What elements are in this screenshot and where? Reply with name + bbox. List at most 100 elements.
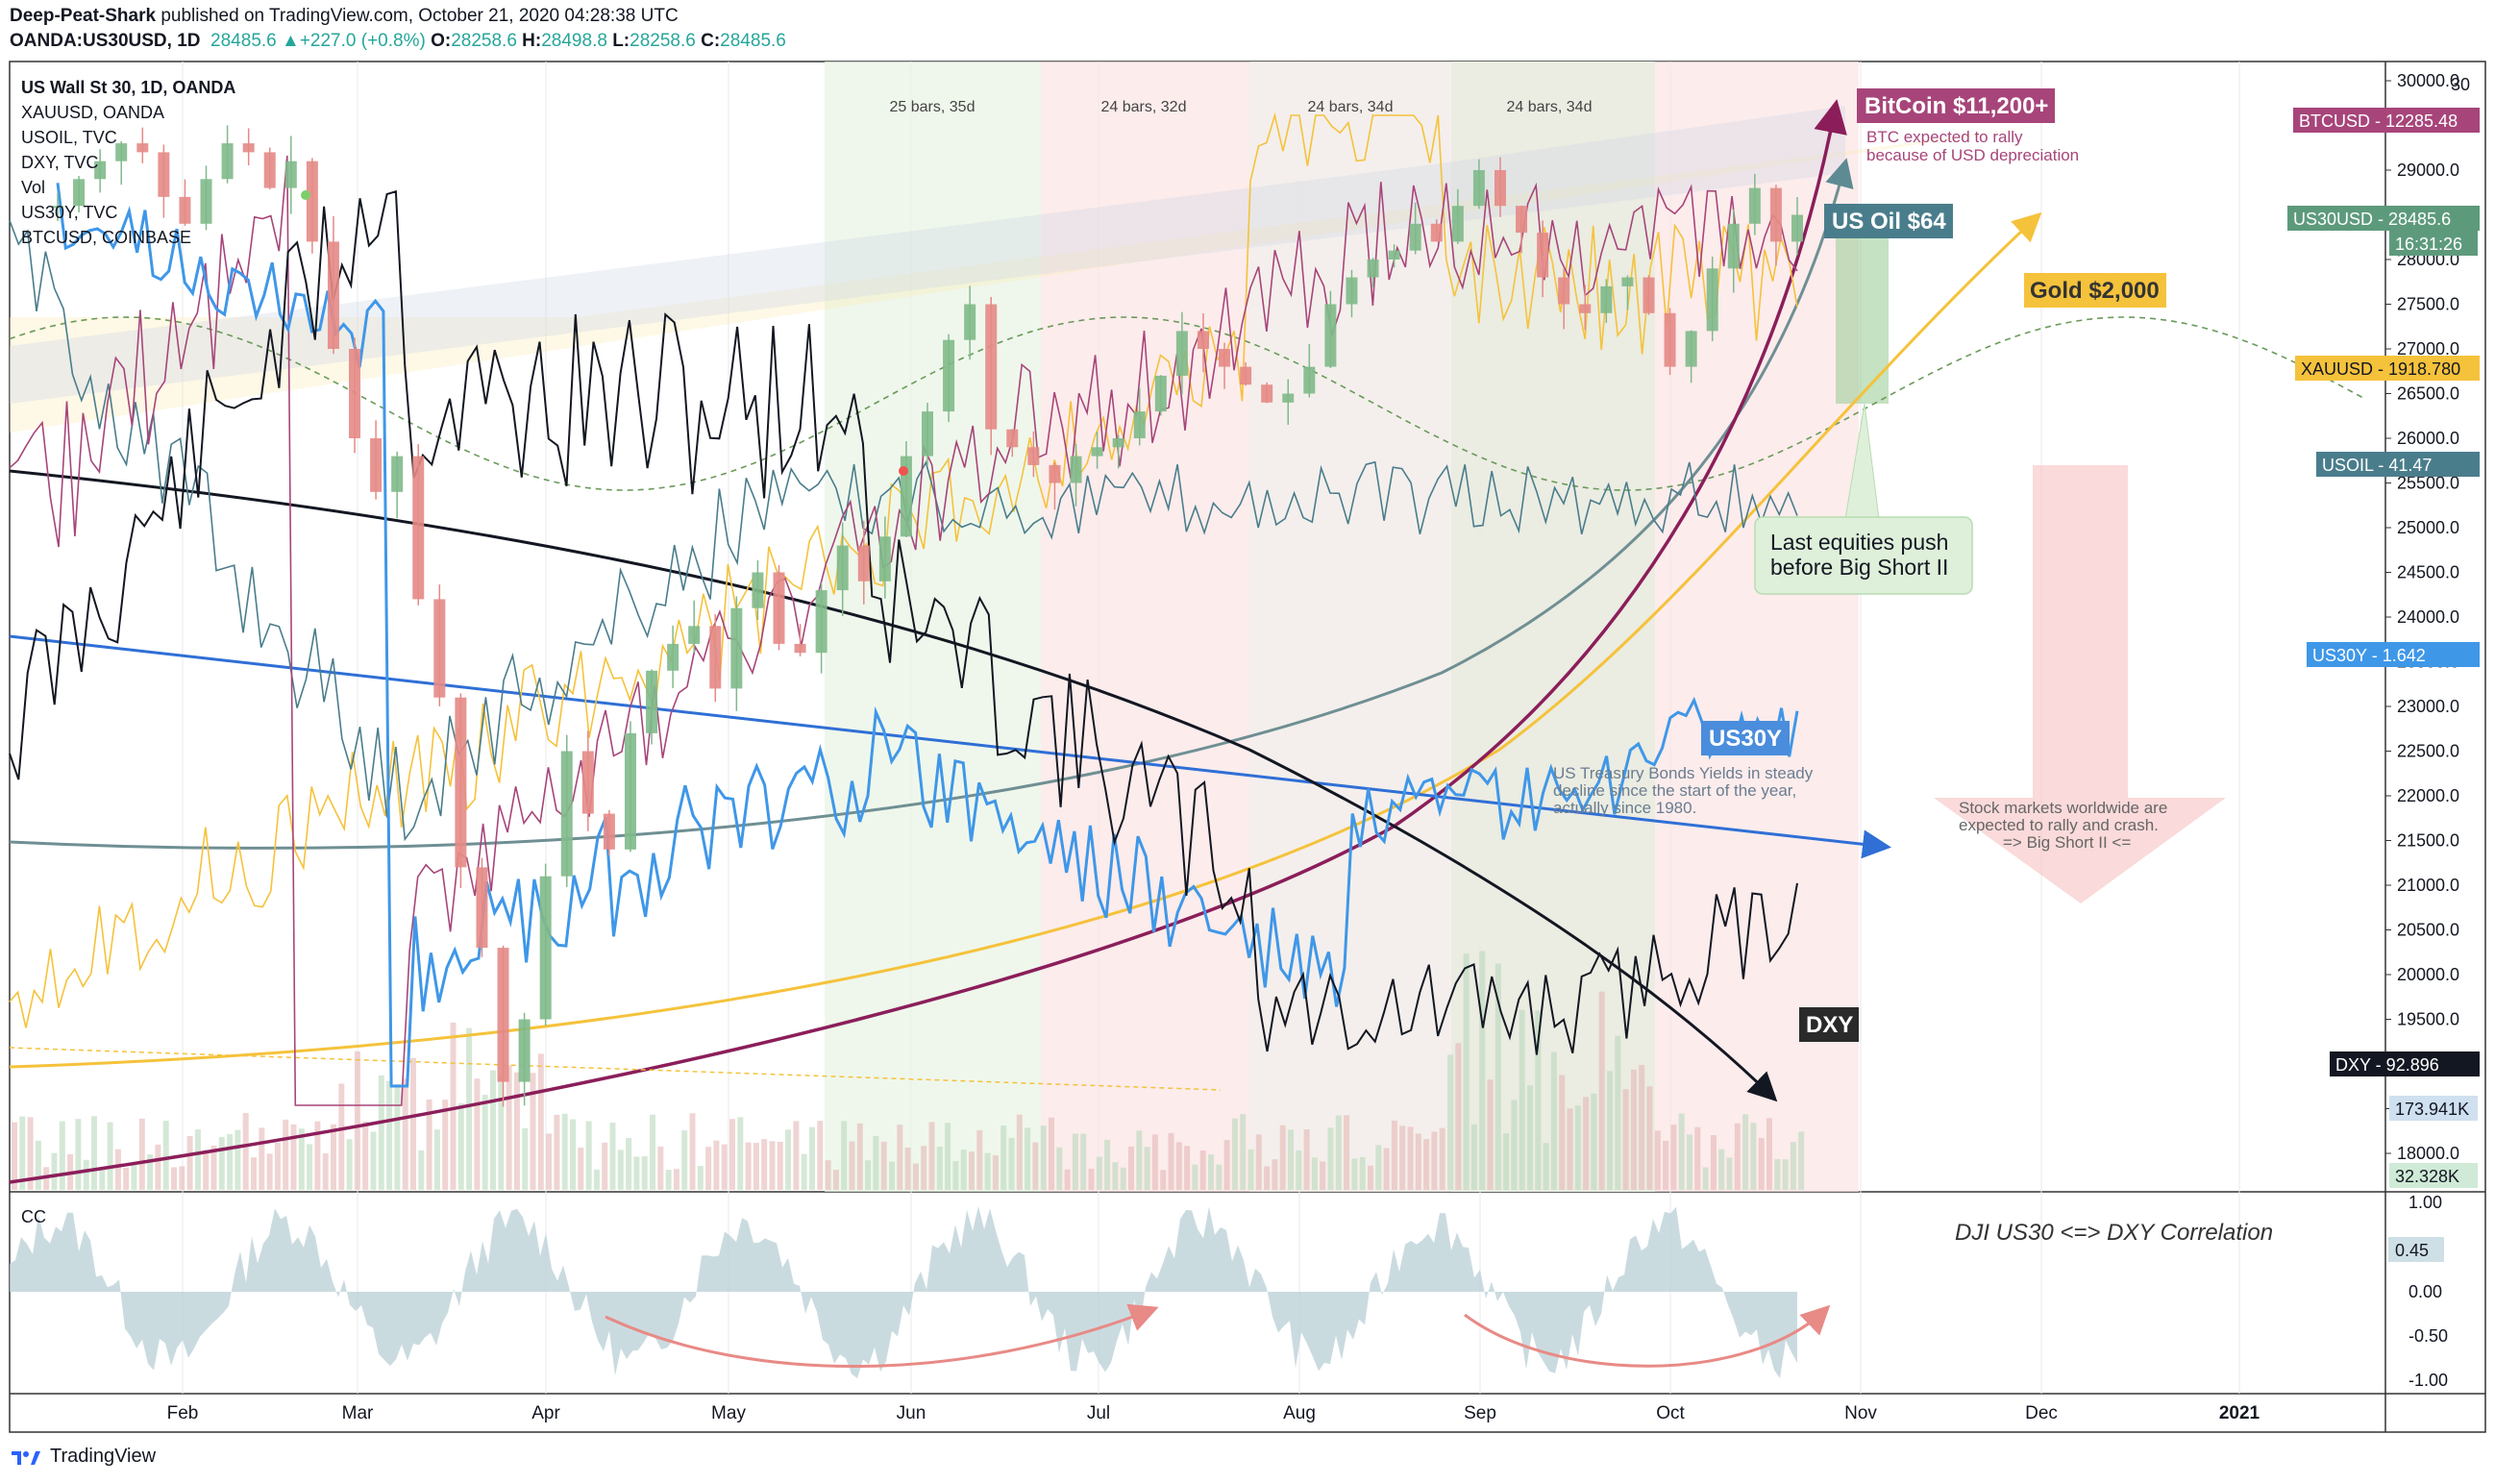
dxy-series: [9, 189, 1798, 1055]
volume-bar: [59, 1121, 65, 1190]
volume-bar: [617, 1150, 624, 1190]
y-tick-label: 24000.0: [2397, 607, 2459, 627]
volume-bar: [1096, 1156, 1102, 1190]
candle-body: [1706, 268, 1718, 332]
volume-bar: [1718, 1149, 1725, 1190]
volume-bar: [1303, 1129, 1310, 1190]
volume-bar: [1080, 1133, 1087, 1190]
price-axis[interactable]: 30000.029000.028000.027500.027000.026500…: [2385, 71, 2459, 1163]
price-label-box: [2295, 356, 2480, 381]
cc-label: CC: [21, 1207, 46, 1226]
volume-bar: [155, 1144, 161, 1190]
volume-bar: [602, 1142, 608, 1190]
candle-body: [1175, 331, 1188, 376]
volume-bar: [274, 1142, 281, 1190]
y-tick-label: 27000.0: [2397, 339, 2459, 359]
volume-bar: [681, 1130, 688, 1190]
candle-body: [1494, 170, 1506, 207]
candle-body: [922, 411, 933, 457]
volume-bar: [338, 1083, 345, 1190]
volume-bar: [1391, 1120, 1397, 1190]
volume-bar: [290, 1124, 297, 1190]
symbol-label: OANDA:US30USD, 1D: [10, 31, 201, 51]
volume-bar: [418, 1150, 425, 1190]
volume-bar: [561, 1113, 568, 1190]
volume-bar: [1535, 1010, 1542, 1190]
candle-body: [900, 456, 912, 537]
volume-bar: [19, 1116, 26, 1190]
volume-bar: [123, 1167, 130, 1190]
volume-bar: [522, 1127, 529, 1190]
y-tick-label: 23000.0: [2397, 697, 2459, 716]
candle-body: [1769, 187, 1782, 242]
tradingview-footer[interactable]: TradingView: [10, 1446, 156, 1468]
candle-body: [179, 196, 191, 224]
price-label-text: XAUUSD - 1918.780: [2301, 359, 2460, 379]
candle-body: [327, 241, 339, 349]
volume-bar: [992, 1154, 999, 1190]
y-tick-label: 18000.0: [2397, 1144, 2459, 1163]
forecast-green-box: [1836, 221, 1889, 404]
volume-bar: [1455, 1043, 1462, 1190]
volume-bar: [1598, 991, 1605, 1190]
high-label: H:: [522, 31, 542, 51]
volume-bar: [179, 1166, 185, 1190]
volume-bar: [1264, 1166, 1271, 1190]
candle-body: [1154, 375, 1167, 412]
price-label: US30Y - 1.642: [2307, 642, 2480, 667]
volume-bar: [865, 1160, 872, 1190]
stock-note-1: Stock markets worldwide are: [1959, 799, 2167, 817]
oil-target-box: [1824, 204, 1953, 238]
volume-bar: [251, 1157, 257, 1190]
volume-bar: [346, 1139, 353, 1190]
candle-body: [1197, 331, 1209, 349]
volume-bar: [889, 1161, 895, 1190]
volume-bar: [1447, 1054, 1453, 1190]
cc-tick-label: 0.00: [2409, 1282, 2442, 1301]
volume-bar: [1503, 1133, 1510, 1190]
price-label-text: US30Y - 1.642: [2312, 646, 2426, 665]
volume-bar: [936, 1146, 943, 1190]
last-price: 28485.6: [210, 31, 277, 51]
price-label-text: US30USD - 28485.6: [2293, 210, 2451, 229]
volume-bar: [1766, 1118, 1772, 1190]
volume-bar: [298, 1128, 305, 1190]
volume-bar: [482, 1095, 488, 1190]
volume-bar: [745, 1142, 752, 1190]
candle-body: [1367, 260, 1379, 278]
candle-body: [94, 161, 107, 180]
cc-arc-2: [1464, 1304, 1831, 1368]
cc-area: [10, 1206, 1797, 1378]
volume-bar: [1415, 1133, 1421, 1190]
volume-bar: [546, 1133, 553, 1190]
volume-bar: [1559, 1075, 1566, 1190]
signal-dot: [899, 466, 908, 476]
candle-body: [1261, 384, 1273, 403]
cc-value: 0.45: [2395, 1241, 2429, 1260]
x-tick-label: May: [711, 1403, 746, 1423]
correlation-indicator: [10, 1206, 1797, 1378]
volume-bar: [912, 1163, 919, 1190]
volume-bar: [969, 1151, 975, 1190]
dxy-arc: [9, 469, 1778, 1102]
close-value: 28485.6: [720, 31, 786, 51]
volume-bar: [976, 1129, 983, 1190]
volume-bar: [1128, 1146, 1134, 1190]
time-axis[interactable]: Feb Mar Apr May Jun Jul Aug Sep Oct Nov Dec 2021: [167, 1403, 2260, 1423]
candle-body: [857, 545, 870, 581]
candle-body: [539, 876, 552, 1020]
open-value: 28258.6: [451, 31, 517, 51]
volume-bar: [793, 1121, 800, 1190]
volume-bar: [841, 1121, 848, 1190]
candle-body: [794, 643, 806, 654]
volume-bar: [1678, 1113, 1685, 1190]
price-label: DXY - 92.896: [2330, 1051, 2480, 1076]
bar-range-1: [825, 62, 1041, 1192]
candle-body: [1240, 366, 1252, 385]
price-label-text: BTCUSD - 12285.48: [2299, 111, 2458, 131]
high-value: 28498.8: [541, 31, 607, 51]
open-label: O:: [431, 31, 452, 51]
volume-bar: [99, 1168, 106, 1190]
cc-tick-label: -1.00: [2409, 1371, 2448, 1390]
